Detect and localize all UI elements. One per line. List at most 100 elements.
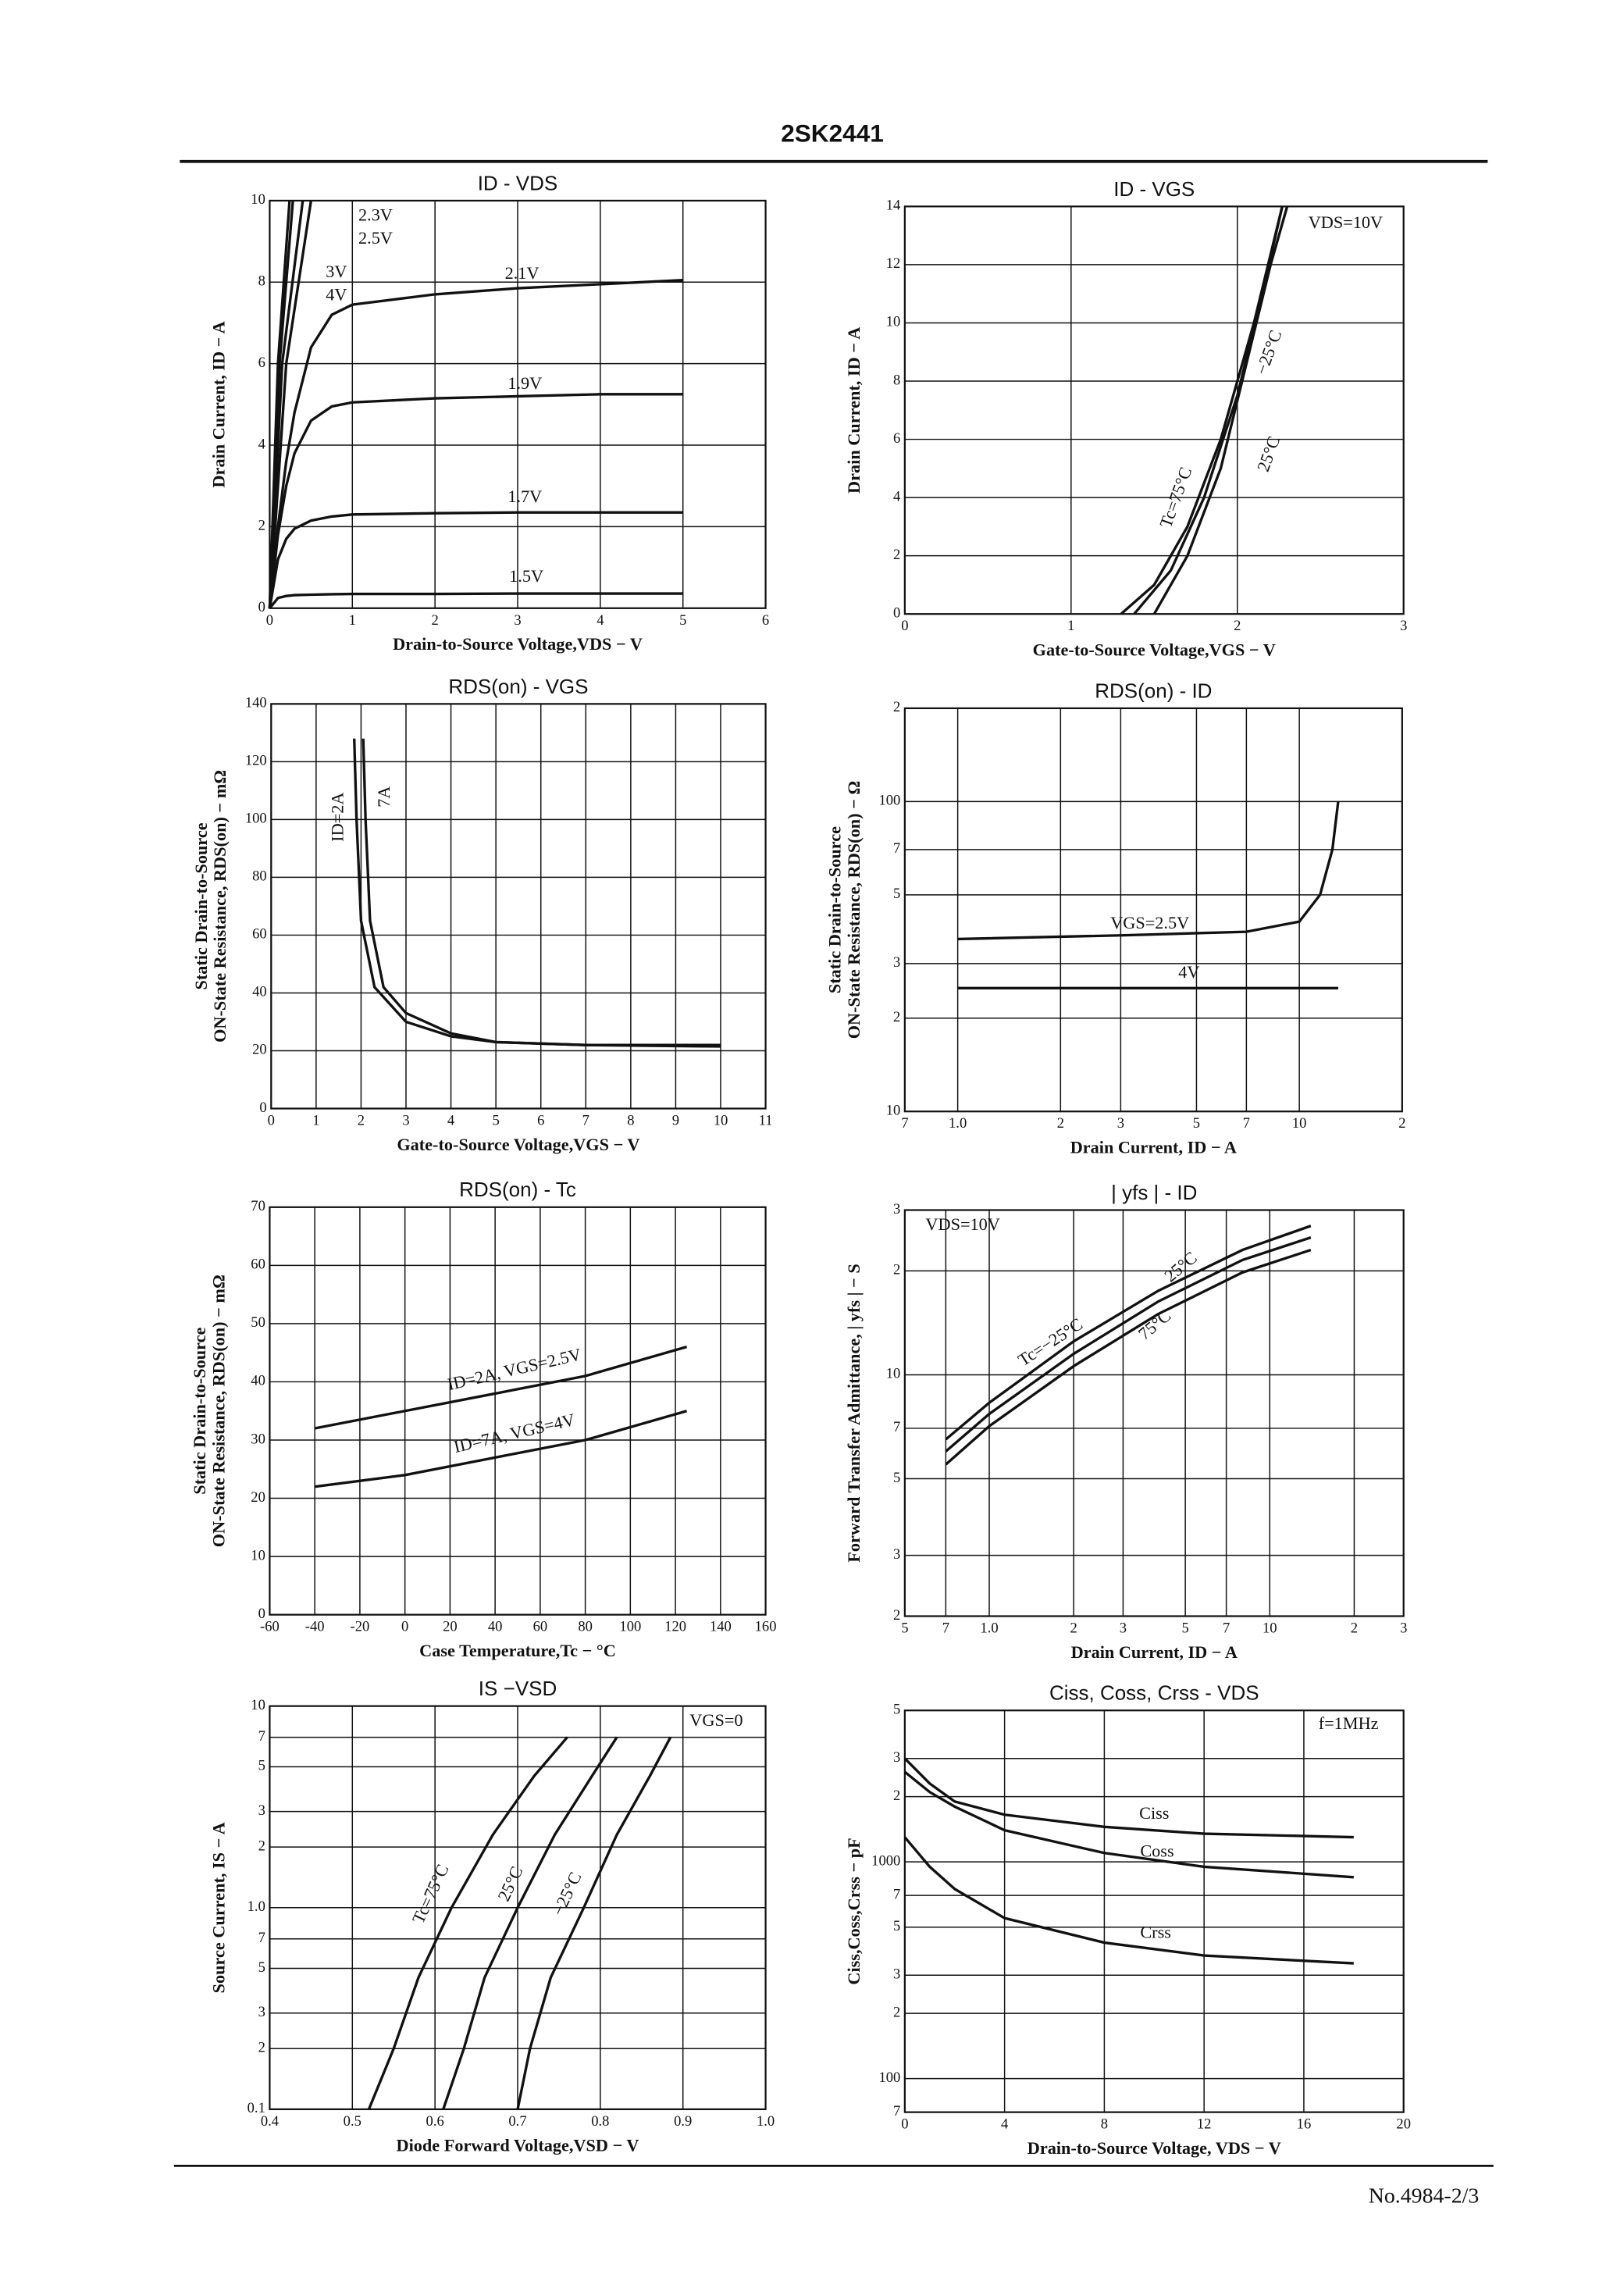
- x-tick-label: 0.4: [261, 2113, 279, 2130]
- y-axis-label: ON-State Resistance, RDS(on) − Ω: [844, 781, 864, 1039]
- x-tick-label: 7: [582, 1112, 589, 1128]
- y-tick-label: 60: [252, 926, 267, 943]
- y-tick-label: 12: [886, 255, 901, 272]
- y-tick-label: 0: [259, 1100, 266, 1116]
- x-tick-label: 10: [1292, 1115, 1307, 1132]
- curve: [314, 1410, 688, 1488]
- y-tick-label: 2: [893, 1788, 900, 1804]
- y-tick-label: 2: [258, 1838, 265, 1854]
- y-tick-label: 10: [251, 1547, 265, 1563]
- curve: [268, 511, 683, 609]
- y-tick-label: 8: [258, 273, 265, 290]
- y-tick-label: 2: [893, 1607, 900, 1624]
- x-tick-label: 0.8: [591, 2113, 609, 2130]
- x-tick-label: 0: [901, 2116, 908, 2133]
- y-tick-label: 4: [258, 436, 265, 452]
- x-tick-label: 10: [1263, 1620, 1277, 1636]
- x-tick-label: 4: [1001, 2116, 1008, 2133]
- x-tick-label: 2: [1351, 1620, 1358, 1636]
- x-tick-label: 1: [1067, 618, 1074, 634]
- chart-title: ID - VGS: [1113, 177, 1195, 201]
- plot-frame: [903, 707, 1403, 1113]
- curve: [945, 1236, 1312, 1453]
- chart-title: IS −VSD: [479, 1677, 557, 1700]
- y-tick-label: 10: [886, 1366, 901, 1382]
- y-tick-label: 100: [878, 793, 900, 809]
- y-tick-label: 8: [893, 372, 900, 388]
- x-tick-label: 0.5: [344, 2113, 361, 2130]
- x-tick-label: 1.0: [757, 2113, 775, 2130]
- y-tick-label: 10: [251, 1697, 265, 1713]
- y-tick-label: 7: [893, 1419, 900, 1435]
- y-tick-label: 6: [258, 355, 265, 371]
- x-tick-label: 3: [1117, 1115, 1124, 1132]
- curve-label: −25°C: [1252, 327, 1286, 377]
- y-tick-label: 5: [893, 1918, 900, 1934]
- y-axis-label: Ciss,Coss,Crss − pF: [844, 1838, 864, 1984]
- y-tick-label: 5: [258, 1959, 265, 1976]
- x-tick-label: 0: [266, 612, 273, 629]
- annotation: VDS=10V: [1309, 212, 1383, 232]
- y-tick-label: 50: [251, 1314, 265, 1331]
- x-tick-label: 20: [1396, 2116, 1411, 2133]
- x-tick-label: 0.9: [674, 2113, 692, 2130]
- page-title: 2SK2441: [781, 119, 884, 148]
- annotation: VGS=0: [689, 1710, 743, 1730]
- curve-label: Crss: [1140, 1922, 1171, 1941]
- x-tick-label: 3: [402, 1112, 409, 1128]
- x-tick-label: 140: [710, 1619, 732, 1635]
- y-axis-label: Source Current, IS − A: [208, 1822, 228, 1993]
- y-tick-label: 3: [893, 954, 900, 971]
- y-tick-label: 2: [893, 2004, 900, 2020]
- curve: [903, 1757, 1354, 1839]
- y-tick-label: 3: [258, 2004, 265, 2020]
- y-tick-label: 3: [893, 1201, 900, 1217]
- curve: [516, 1736, 672, 2110]
- x-tick-label: 5: [493, 1112, 500, 1128]
- x-tick-label: 4: [597, 612, 604, 629]
- y-tick-label: 3: [258, 1802, 265, 1819]
- x-tick-label: 2: [1398, 1115, 1405, 1132]
- curve-label: Ciss: [1139, 1803, 1169, 1823]
- y-axis-label: Static Drain-to-Source: [825, 826, 845, 993]
- x-axis-label: Gate-to-Source Voltage,VGS − V: [1033, 640, 1276, 660]
- y-tick-label: 100: [878, 2069, 900, 2086]
- curve: [945, 1225, 1312, 1441]
- x-tick-label: 2: [432, 612, 439, 629]
- curve: [361, 738, 721, 1048]
- y-tick-label: 5: [893, 1470, 900, 1486]
- y-tick-label: 70: [251, 1198, 265, 1214]
- curve-label: 2.5V: [358, 228, 393, 248]
- x-tick-label: 5: [1193, 1115, 1200, 1132]
- y-tick-label: 2: [893, 1009, 900, 1025]
- y-tick-label: 0: [258, 599, 265, 615]
- x-tick-label: 7: [901, 1115, 908, 1132]
- y-tick-label: 80: [252, 868, 267, 885]
- y-tick-label: 10: [251, 191, 265, 208]
- curve-label: ID=2A: [328, 793, 347, 842]
- y-tick-label: 2: [258, 2039, 265, 2055]
- x-tick-label: -60: [260, 1619, 280, 1635]
- x-tick-label: 7: [942, 1620, 949, 1636]
- chart-title: Ciss, Coss, Crss - VDS: [1049, 1681, 1259, 1705]
- curve: [268, 200, 291, 608]
- x-tick-label: 6: [762, 612, 769, 629]
- curve: [1133, 205, 1284, 615]
- y-tick-label: 0: [893, 604, 900, 621]
- x-tick-label: 120: [664, 1619, 686, 1635]
- y-tick-label: 10: [886, 314, 901, 330]
- curve: [903, 1836, 1354, 1965]
- curve-label: 1.5V: [509, 566, 543, 586]
- y-tick-label: 3: [893, 1749, 900, 1766]
- x-tick-label: 0: [268, 1112, 275, 1128]
- y-tick-label: 7: [893, 840, 900, 857]
- y-axis-label: ON-State Resistance, RDS(on) − mΩ: [210, 770, 230, 1043]
- x-tick-label: 1.0: [980, 1620, 998, 1636]
- chart-title: ID - VDS: [478, 171, 558, 194]
- curve-label: VGS=2.5V: [1110, 913, 1189, 932]
- x-tick-label: 0: [401, 1619, 408, 1635]
- y-axis-label: ON-State Resistance, RDS(on) − mΩ: [208, 1274, 228, 1547]
- page-number: No.4984-2/3: [1369, 2184, 1480, 2208]
- curve-label: ID=7A, VGS=4V: [452, 1410, 577, 1456]
- x-tick-label: 7: [1243, 1115, 1250, 1132]
